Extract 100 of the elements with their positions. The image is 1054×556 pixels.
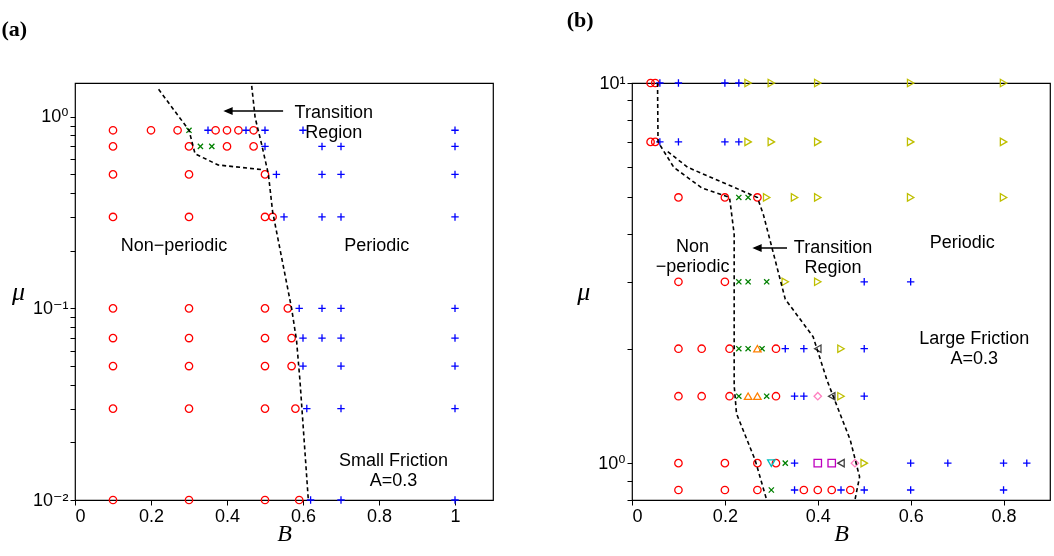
point — [720, 277, 730, 287]
point — [674, 344, 683, 354]
point — [336, 304, 346, 313]
point — [753, 193, 762, 202]
point — [827, 458, 837, 468]
point — [850, 458, 860, 468]
point — [771, 458, 781, 468]
point — [906, 193, 915, 202]
point — [173, 125, 182, 135]
point — [108, 404, 118, 413]
y-axis-title: μ — [576, 277, 591, 306]
point — [336, 212, 346, 222]
point — [762, 193, 771, 202]
point — [753, 344, 762, 353]
point — [336, 170, 346, 179]
point — [697, 391, 707, 401]
point — [766, 459, 776, 468]
point — [720, 137, 730, 147]
x-axis-title: B — [834, 519, 850, 546]
point — [763, 278, 770, 286]
point — [744, 345, 752, 352]
point — [108, 212, 118, 222]
point — [184, 212, 194, 222]
point — [450, 125, 460, 135]
point — [734, 78, 744, 88]
point — [999, 137, 1008, 147]
point — [291, 404, 300, 413]
point — [108, 170, 118, 179]
annotation: Periodic — [344, 235, 410, 256]
point — [725, 391, 734, 401]
point — [260, 404, 270, 413]
x-tick-label: 0.6 — [290, 505, 317, 526]
point — [655, 78, 665, 88]
point — [744, 194, 752, 201]
x-tick-label: 0.6 — [898, 505, 924, 526]
point — [813, 193, 822, 202]
point — [450, 212, 460, 222]
point — [184, 170, 194, 179]
point — [298, 333, 308, 343]
annotation: Periodic — [929, 231, 995, 252]
x-tick-label: 0.2 — [712, 505, 738, 526]
point — [298, 361, 308, 371]
point — [767, 78, 776, 88]
point — [813, 277, 822, 287]
point — [317, 212, 327, 222]
point — [674, 78, 683, 88]
point — [827, 485, 837, 495]
point — [336, 361, 346, 371]
point — [650, 137, 660, 147]
point — [859, 485, 869, 495]
point — [336, 142, 346, 151]
point — [744, 278, 752, 286]
point — [790, 193, 799, 202]
annotation: Non −periodic — [655, 236, 730, 277]
point — [827, 391, 836, 401]
point — [336, 333, 346, 343]
point — [317, 333, 327, 343]
point — [735, 345, 743, 352]
point — [813, 391, 823, 401]
annotation: Transition Region — [294, 102, 373, 143]
point — [450, 495, 460, 505]
point — [317, 304, 327, 313]
point — [799, 485, 809, 495]
point — [283, 304, 293, 313]
point — [450, 333, 460, 343]
y-tick-label: 10⁰ — [41, 106, 69, 127]
point — [813, 344, 822, 354]
point — [249, 125, 258, 135]
point — [674, 458, 683, 468]
x-tick-label: 1 — [450, 505, 461, 526]
point — [655, 137, 665, 147]
point — [260, 495, 270, 505]
point — [999, 78, 1008, 88]
point — [720, 485, 730, 495]
point — [906, 485, 916, 495]
point — [287, 361, 296, 371]
x-tick-label: 0.2 — [138, 505, 165, 526]
point — [184, 304, 194, 313]
point — [108, 125, 118, 135]
chart-title: (a) — [1, 16, 28, 41]
point — [720, 458, 730, 468]
y-tick-label: 10⁻¹ — [32, 297, 69, 318]
x-tick-label: 0 — [75, 505, 86, 526]
point — [837, 344, 845, 354]
point — [646, 137, 655, 147]
point — [674, 485, 683, 495]
point — [720, 78, 730, 88]
annotation: Small Friction A=0.3 — [339, 449, 449, 490]
point — [249, 142, 258, 151]
point — [782, 459, 789, 467]
x-tick-label: 0.8 — [366, 505, 393, 526]
point — [146, 125, 156, 135]
x-tick-label: 0.4 — [805, 505, 831, 526]
point — [317, 170, 327, 179]
annotation: Transition Region — [793, 237, 873, 278]
point — [184, 333, 194, 343]
point — [294, 495, 304, 505]
point — [211, 125, 220, 135]
point — [837, 458, 845, 468]
y-tick-label: 10¹ — [599, 72, 626, 93]
